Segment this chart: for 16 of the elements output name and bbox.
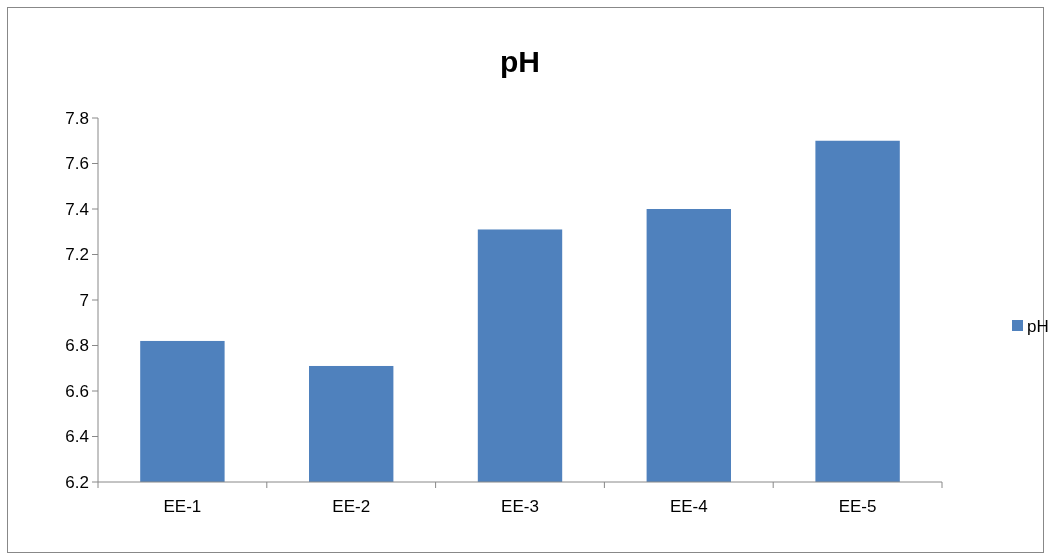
y-tick-label: 7.2 <box>65 245 89 265</box>
x-tick-label: EE-2 <box>332 497 371 516</box>
x-tick-label: EE-1 <box>163 497 202 516</box>
y-tick-label: 7.4 <box>65 199 89 219</box>
y-tick-label: 6.2 <box>65 472 89 492</box>
y-tick-label: 6.4 <box>65 427 89 447</box>
x-tick-label: EE-5 <box>838 497 877 516</box>
y-tick-label: 7 <box>79 290 89 310</box>
chart-title: pH <box>500 45 540 78</box>
y-tick-label: 7.8 <box>65 108 89 128</box>
x-tick-label: EE-3 <box>501 497 539 516</box>
legend-label: pH <box>1027 316 1049 336</box>
y-tick-label: 6.6 <box>65 381 89 401</box>
y-tick-label: 7.6 <box>65 154 89 174</box>
x-tick-label: EE-4 <box>669 497 708 516</box>
y-tick-label: 6.8 <box>65 336 89 356</box>
